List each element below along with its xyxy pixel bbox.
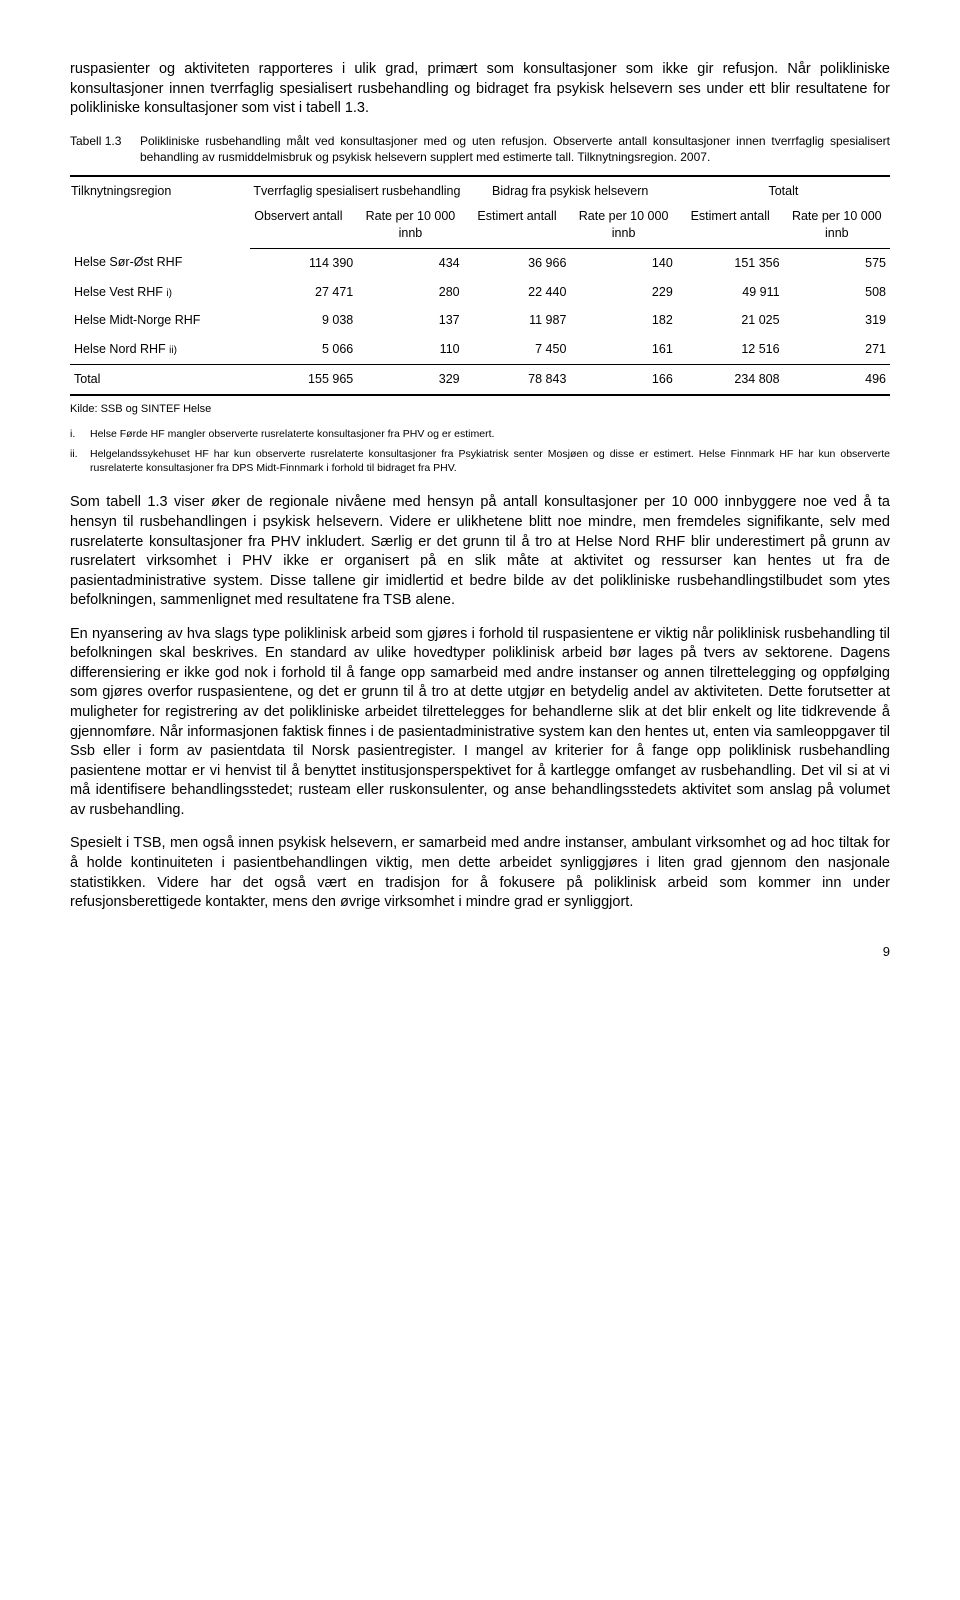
- data-table: Tilknytningsregion Tverrfaglig spesialis…: [70, 175, 890, 396]
- footnote-text: Helse Førde HF mangler observerte rusrel…: [90, 427, 494, 441]
- footnote-text: Helgelandssykehuset HF har kun observert…: [90, 447, 890, 475]
- body-paragraph-2: En nyansering av hva slags type poliklin…: [70, 625, 890, 821]
- cell: 27 471: [250, 278, 357, 307]
- cell: 11 987: [464, 306, 571, 335]
- cell: 78 843: [464, 365, 571, 395]
- cell: 182: [570, 306, 676, 335]
- table-caption-text: Polikliniske rusbehandling målt ved kons…: [140, 133, 890, 165]
- col-header-rate2: Rate per 10 000 innb: [570, 202, 676, 248]
- body-paragraph-3: Spesielt i TSB, men også innen psykisk h…: [70, 834, 890, 912]
- footnote-num: ii.: [70, 447, 90, 475]
- cell-region: Helse Sør-Øst RHF: [70, 248, 250, 277]
- cell: 36 966: [464, 248, 571, 277]
- col-group-totalt: Totalt: [677, 176, 890, 202]
- table-label: Tabell 1.3: [70, 133, 140, 165]
- kilde-text: Kilde: SSB og SINTEF Helse: [70, 402, 890, 417]
- col-group-bidrag: Bidrag fra psykisk helsevern: [464, 176, 677, 202]
- cell: 280: [357, 278, 463, 307]
- cell: 151 356: [677, 248, 784, 277]
- cell: 12 516: [677, 335, 784, 364]
- col-header-estimert2: Estimert antall: [677, 202, 784, 248]
- table-row: Helse Midt-Norge RHF 9 038 137 11 987 18…: [70, 306, 890, 335]
- col-group-tverrfaglig: Tverrfaglig spesialisert rusbehandling: [250, 176, 463, 202]
- col-header-observert: Observert antall: [250, 202, 357, 248]
- footnote-ii: ii. Helgelandssykehuset HF har kun obser…: [70, 447, 890, 475]
- cell: 9 038: [250, 306, 357, 335]
- cell: 166: [570, 365, 676, 395]
- cell: 155 965: [250, 365, 357, 395]
- cell-total-label: Total: [70, 365, 250, 395]
- footnote-num: i.: [70, 427, 90, 441]
- footnotes: i. Helse Førde HF mangler observerte rus…: [70, 427, 890, 476]
- cell: 21 025: [677, 306, 784, 335]
- cell: 114 390: [250, 248, 357, 277]
- cell: 229: [570, 278, 676, 307]
- cell: 110: [357, 335, 463, 364]
- footnote-i: i. Helse Førde HF mangler observerte rus…: [70, 427, 890, 441]
- table-row: Helse Sør-Øst RHF 114 390 434 36 966 140…: [70, 248, 890, 277]
- cell: 5 066: [250, 335, 357, 364]
- cell: 22 440: [464, 278, 571, 307]
- col-header-region: Tilknytningsregion: [70, 176, 250, 248]
- table-row: Helse Vest RHF i) 27 471 280 22 440 229 …: [70, 278, 890, 307]
- col-header-rate3: Rate per 10 000 innb: [784, 202, 890, 248]
- cell: 434: [357, 248, 463, 277]
- cell: 319: [784, 306, 890, 335]
- cell: 329: [357, 365, 463, 395]
- cell: 575: [784, 248, 890, 277]
- cell-region: Helse Nord RHF ii): [70, 335, 250, 364]
- cell: 161: [570, 335, 676, 364]
- cell: 137: [357, 306, 463, 335]
- col-header-estimert1: Estimert antall: [464, 202, 571, 248]
- body-paragraph-1: Som tabell 1.3 viser øker de regionale n…: [70, 493, 890, 610]
- cell: 7 450: [464, 335, 571, 364]
- col-header-rate1: Rate per 10 000 innb: [357, 202, 463, 248]
- cell: 496: [784, 365, 890, 395]
- table-row: Helse Nord RHF ii) 5 066 110 7 450 161 1…: [70, 335, 890, 364]
- intro-paragraph: ruspasienter og aktiviteten rapporteres …: [70, 60, 890, 119]
- table-total-row: Total 155 965 329 78 843 166 234 808 496: [70, 365, 890, 395]
- cell: 234 808: [677, 365, 784, 395]
- cell: 271: [784, 335, 890, 364]
- cell: 508: [784, 278, 890, 307]
- cell-region: Helse Midt-Norge RHF: [70, 306, 250, 335]
- cell-region: Helse Vest RHF i): [70, 278, 250, 307]
- page-number: 9: [70, 943, 890, 961]
- table-caption: Tabell 1.3 Polikliniske rusbehandling må…: [70, 133, 890, 165]
- cell: 49 911: [677, 278, 784, 307]
- cell: 140: [570, 248, 676, 277]
